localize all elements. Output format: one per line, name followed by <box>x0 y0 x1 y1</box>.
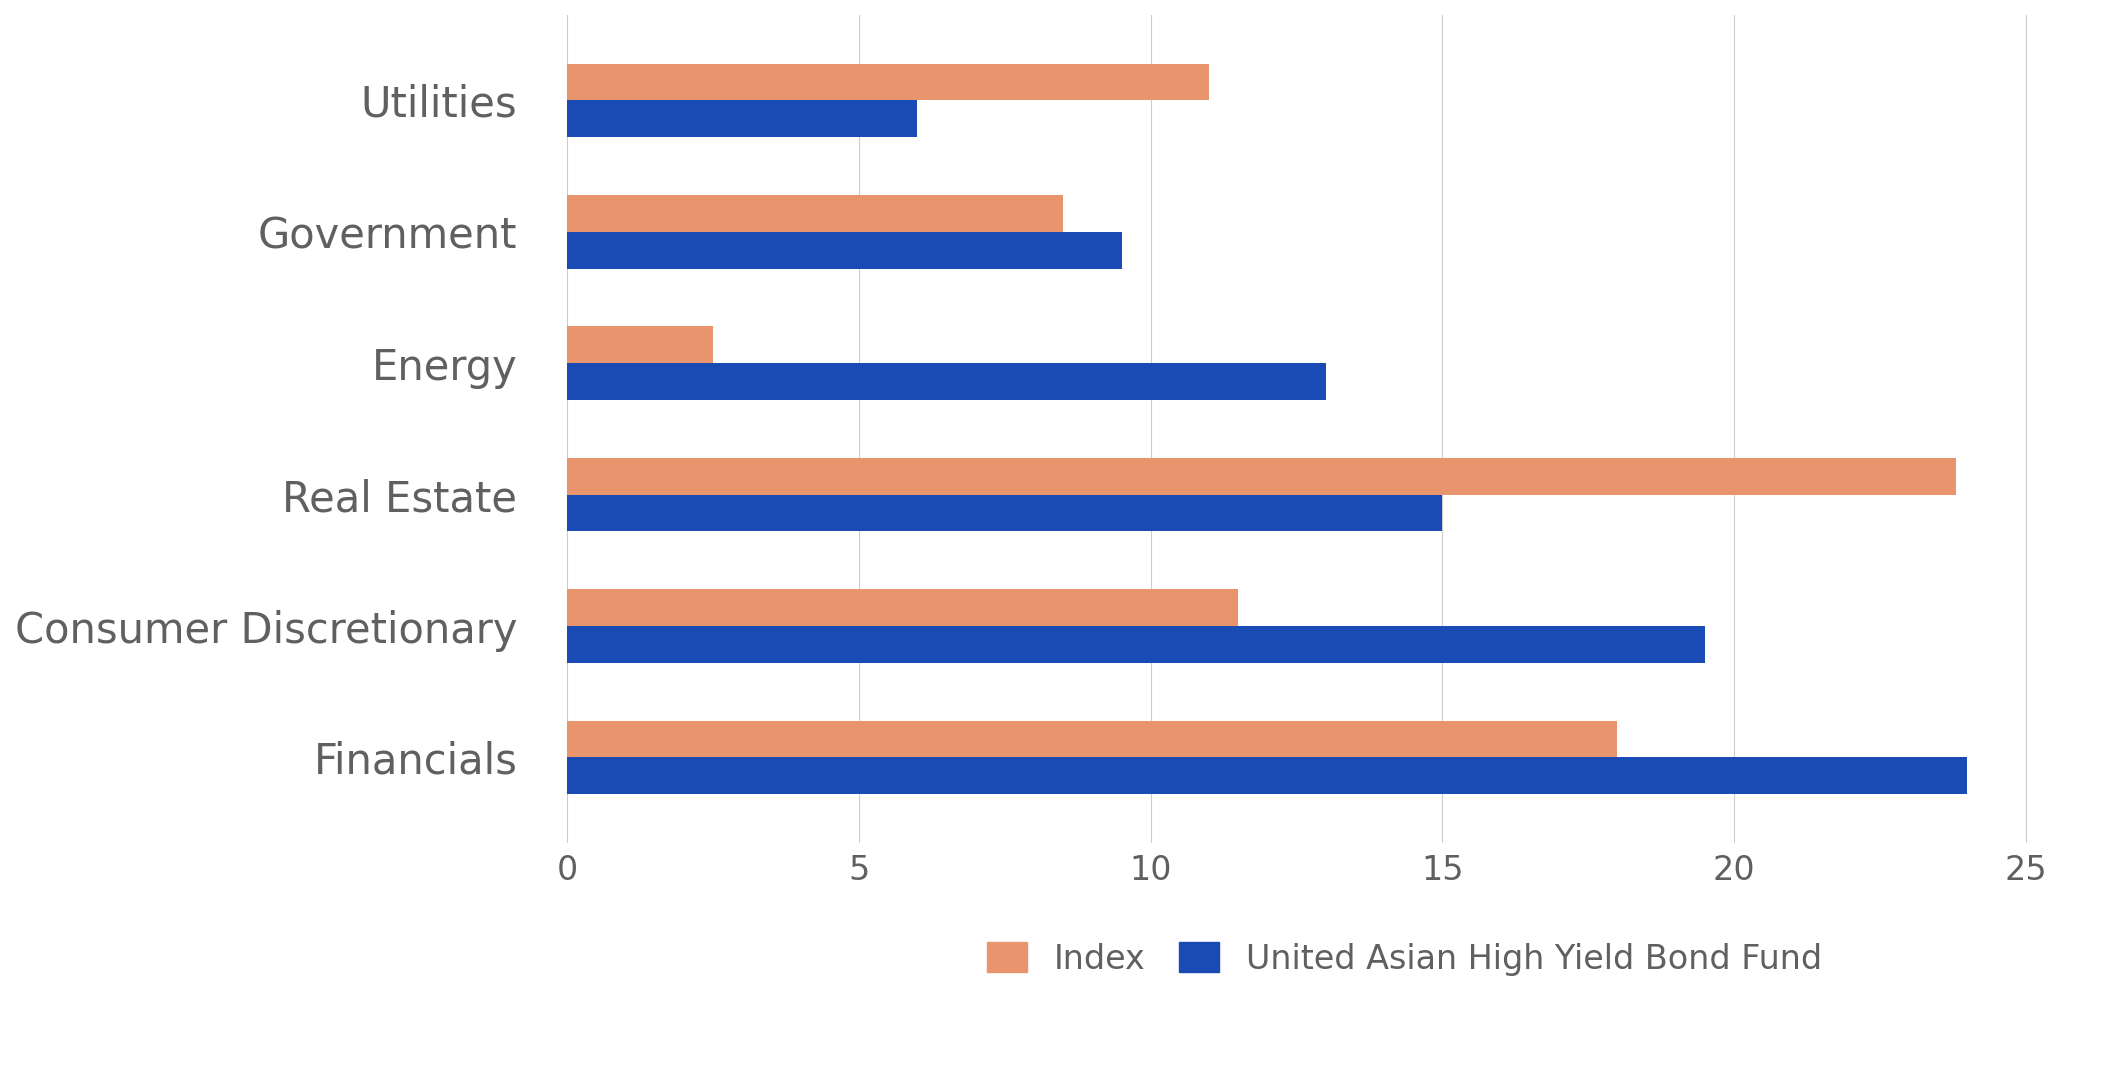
Bar <box>568 757 1966 795</box>
Bar <box>568 458 1956 494</box>
Bar <box>568 721 1617 757</box>
Bar <box>568 232 1121 268</box>
Bar <box>568 363 1326 400</box>
Bar <box>568 326 713 363</box>
Bar <box>568 195 1064 232</box>
Legend: Index, United Asian High Yield Bond Fund: Index, United Asian High Yield Bond Fund <box>987 942 1822 976</box>
Bar <box>568 100 917 137</box>
Bar <box>568 626 1705 662</box>
Bar <box>568 494 1443 531</box>
Bar <box>568 64 1209 100</box>
Bar <box>568 589 1238 626</box>
